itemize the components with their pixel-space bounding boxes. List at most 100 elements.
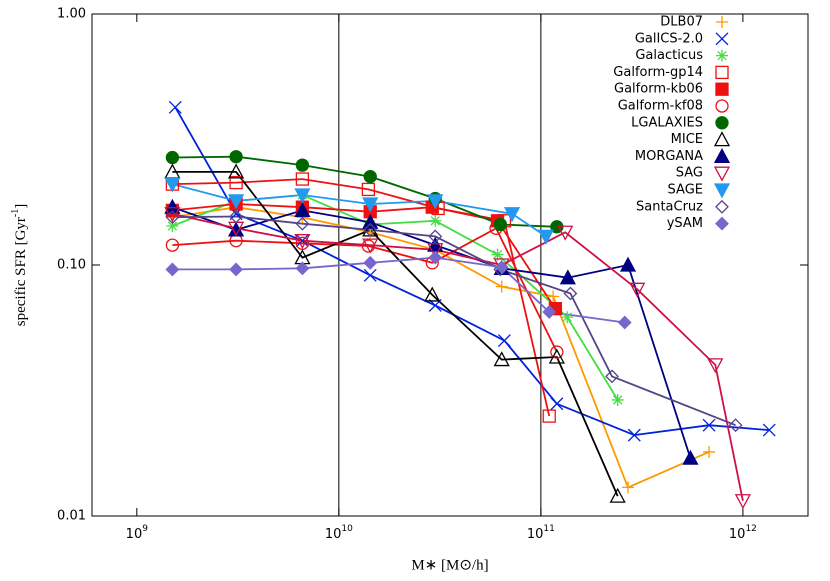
legend-label: Galform-kf08	[618, 99, 703, 114]
x-tick-base: 10	[126, 527, 143, 542]
marker	[429, 214, 442, 227]
marker	[619, 256, 637, 272]
marker	[427, 236, 444, 252]
marker	[542, 305, 557, 319]
series-line	[174, 106, 770, 437]
marker	[362, 238, 379, 254]
x-tick-exp: 11	[543, 524, 554, 534]
series-line	[172, 215, 736, 427]
marker	[762, 423, 776, 437]
marker	[164, 198, 181, 214]
marker	[165, 262, 180, 277]
marker	[229, 262, 244, 277]
y-tick-label: 0.10	[57, 258, 86, 273]
legend-marker	[713, 148, 731, 164]
marker	[557, 225, 574, 241]
marker	[361, 239, 376, 253]
marker	[609, 487, 626, 503]
legend-marker	[715, 199, 729, 214]
marker	[295, 172, 310, 186]
marker	[165, 238, 180, 252]
legend-label: LGALAXIES	[631, 115, 703, 130]
marker	[550, 397, 564, 411]
marker	[294, 188, 311, 204]
marker	[166, 220, 179, 233]
series-line	[172, 227, 558, 353]
marker	[563, 286, 578, 301]
x-tick-base: 10	[729, 527, 746, 542]
legend-marker	[715, 32, 729, 46]
legend-label: GalICS-2.0	[635, 31, 703, 46]
marker	[363, 222, 378, 237]
marker	[229, 209, 244, 224]
marker	[164, 177, 181, 193]
legend-marker	[715, 65, 729, 80]
x-tick-base: 10	[325, 527, 342, 542]
legend-label: SAG	[676, 166, 703, 181]
marker	[295, 158, 310, 172]
marker	[702, 418, 716, 432]
x-tick-label: 1012	[729, 524, 757, 542]
marker	[503, 207, 521, 223]
marker	[547, 290, 560, 303]
legend-marker	[715, 116, 729, 130]
marker	[611, 393, 624, 406]
series-line	[172, 256, 625, 324]
marker	[497, 334, 511, 348]
marker	[295, 234, 309, 248]
marker	[229, 150, 243, 164]
x-axis-label: M∗ [M⊙/h]	[411, 557, 488, 573]
legend-marker	[713, 131, 731, 147]
marker	[627, 428, 641, 442]
y-tick-label: 1.00	[57, 7, 86, 22]
marker	[168, 100, 182, 114]
marker	[427, 194, 444, 210]
x-tick-label: 1010	[325, 524, 353, 542]
x-tick-label: 1011	[527, 524, 555, 542]
marker	[494, 260, 509, 275]
legend-marker	[716, 16, 728, 28]
marker	[428, 229, 443, 244]
marker	[428, 250, 443, 265]
marker	[629, 282, 646, 298]
marker	[550, 345, 564, 359]
x-tick-exp: 10	[341, 524, 353, 534]
legend-marker	[715, 99, 729, 113]
legend-marker	[715, 82, 729, 96]
marker	[605, 369, 619, 384]
marker	[362, 197, 379, 213]
legend-label: SAGE	[668, 183, 703, 198]
legend-label: SantaCruz	[636, 199, 703, 214]
marker	[165, 210, 180, 225]
legend-marker	[715, 216, 729, 231]
marker	[294, 234, 311, 250]
legend-marker	[713, 166, 731, 182]
marker	[542, 409, 556, 423]
y-label-text: specific SFR [Gyr	[13, 217, 29, 326]
marker	[548, 348, 565, 364]
y-tick-label: 0.01	[57, 509, 86, 524]
marker	[361, 182, 376, 197]
marker	[682, 449, 699, 465]
y-label-suffix: ]	[13, 204, 29, 209]
legend-label: Galacticus	[635, 48, 703, 63]
marker	[559, 269, 576, 285]
legend-label: MICE	[671, 132, 703, 147]
series-line	[172, 212, 744, 501]
marker	[561, 311, 574, 324]
legend-marker	[713, 183, 731, 199]
legend-marker	[716, 49, 728, 62]
marker	[362, 213, 379, 229]
legend-label: DLB07	[660, 15, 703, 30]
marker	[734, 494, 751, 510]
x-tick-label: 109	[126, 524, 149, 542]
marker	[493, 351, 510, 367]
y-label-sup: -1	[10, 209, 21, 217]
marker	[703, 445, 716, 458]
marker	[622, 481, 635, 494]
legend-label: MORGANA	[635, 149, 703, 164]
y-axis-label: specific SFR [Gyr-1]	[10, 204, 29, 327]
marker	[537, 229, 555, 245]
marker	[493, 217, 507, 232]
